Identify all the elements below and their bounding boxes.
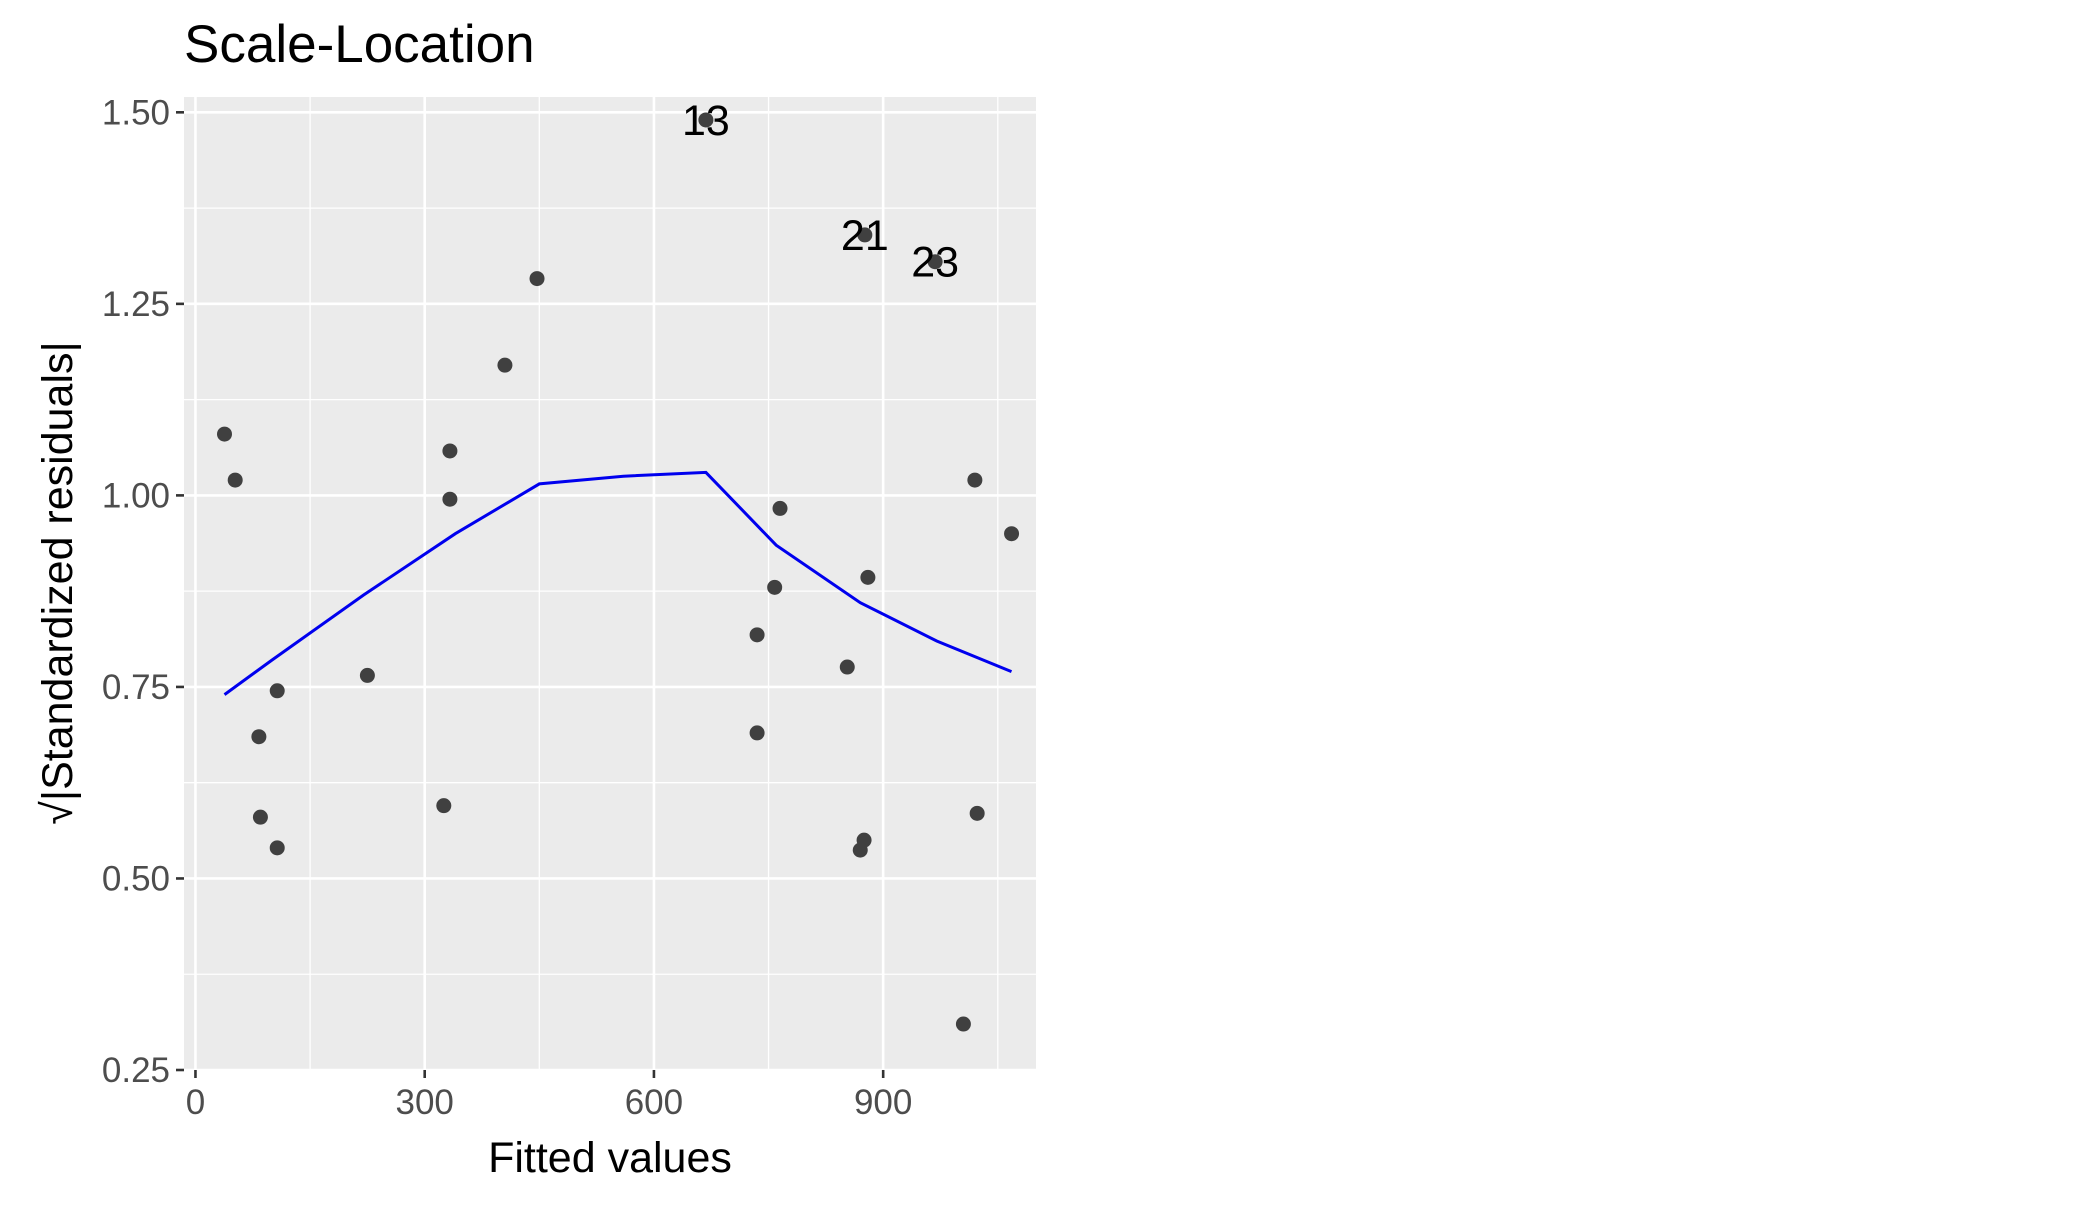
chart-title: Scale-Location xyxy=(184,15,535,74)
y-axis: 0.25 0.50 0.75 1.00 1.25 1.50 xyxy=(102,93,184,1090)
data-point xyxy=(442,443,457,458)
data-point xyxy=(967,473,982,488)
data-point xyxy=(750,725,765,740)
data-point xyxy=(860,570,875,585)
x-axis: 0 300 600 900 xyxy=(186,1070,913,1122)
y-tick-label: 1.00 xyxy=(102,476,170,515)
data-point xyxy=(767,580,782,595)
x-tick-label: 600 xyxy=(625,1083,683,1122)
data-point xyxy=(970,806,985,821)
y-axis-title: √|Standardized residuals| xyxy=(34,341,82,824)
data-point xyxy=(840,660,855,675)
point-label: 23 xyxy=(911,239,959,287)
data-point xyxy=(228,473,243,488)
x-tick-label: 300 xyxy=(395,1083,453,1122)
y-tick-label: 0.50 xyxy=(102,859,170,898)
data-point xyxy=(530,271,545,286)
x-tick-label: 900 xyxy=(854,1083,912,1122)
point-label: 21 xyxy=(841,212,889,260)
data-point xyxy=(270,840,285,855)
data-point xyxy=(956,1017,971,1032)
data-point xyxy=(497,358,512,373)
data-point xyxy=(251,729,266,744)
data-point xyxy=(253,810,268,825)
point-label: 13 xyxy=(682,97,730,145)
data-point xyxy=(1004,526,1019,541)
data-point xyxy=(773,501,788,516)
y-tick-label: 0.75 xyxy=(102,668,170,707)
data-point xyxy=(360,668,375,683)
data-point xyxy=(436,798,451,813)
y-tick-label: 0.25 xyxy=(102,1051,170,1090)
data-point xyxy=(270,683,285,698)
data-point xyxy=(442,492,457,507)
data-point xyxy=(857,833,872,848)
data-point xyxy=(217,427,232,442)
x-axis-title: Fitted values xyxy=(488,1134,732,1182)
y-tick-label: 1.50 xyxy=(102,93,170,132)
data-point xyxy=(750,627,765,642)
x-tick-label: 0 xyxy=(186,1083,205,1122)
plot-panel xyxy=(184,97,1036,1070)
y-tick-label: 1.25 xyxy=(102,285,170,324)
